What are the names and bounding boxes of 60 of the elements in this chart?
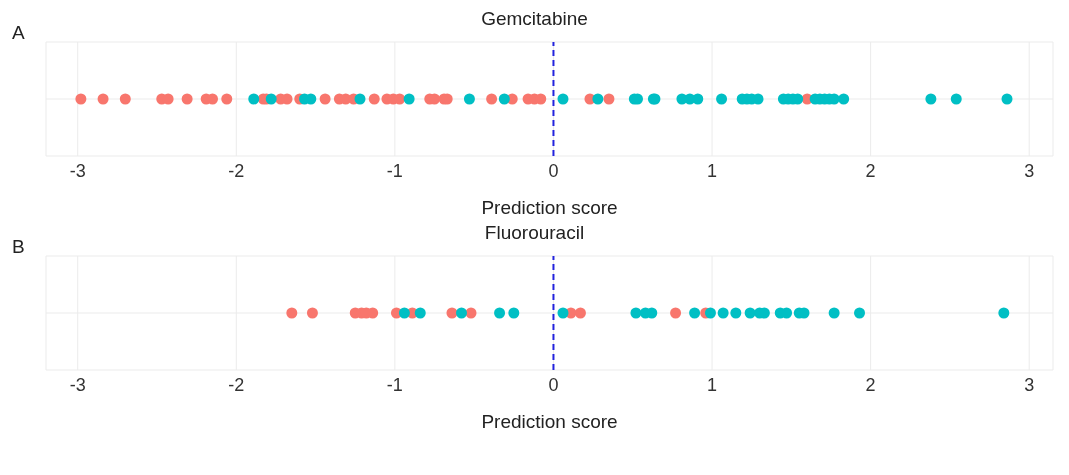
point: [716, 93, 728, 105]
point: [414, 307, 426, 319]
point: [354, 93, 366, 105]
point: [670, 307, 682, 319]
point: [730, 307, 742, 319]
point: [398, 307, 410, 319]
x-tick-label: 0: [548, 374, 559, 395]
x-tick-label: 3: [1024, 374, 1035, 395]
point: [692, 93, 704, 105]
point: [704, 307, 716, 319]
point: [717, 307, 729, 319]
point: [319, 93, 331, 105]
x-tick-label: -1: [386, 374, 403, 395]
point: [557, 307, 569, 319]
x-tick-label: 1: [707, 374, 718, 395]
x-tick-label: -3: [69, 160, 86, 181]
point: [603, 93, 615, 105]
point: [838, 93, 850, 105]
point: [75, 93, 87, 105]
x-tick-label: -2: [228, 374, 245, 395]
point: [998, 307, 1010, 319]
point: [368, 93, 380, 105]
point: [286, 307, 298, 319]
point: [181, 93, 193, 105]
point: [248, 93, 260, 105]
text: B: [12, 236, 25, 258]
point: [455, 307, 467, 319]
point: [403, 93, 415, 105]
x-tick-label: -1: [386, 160, 403, 181]
x-tick-label: 1: [707, 160, 718, 181]
point: [119, 93, 131, 105]
point: [265, 93, 277, 105]
point: [574, 307, 586, 319]
x-tick-label: -3: [69, 374, 86, 395]
x-tick-label: 0: [548, 160, 559, 181]
x-axis-title: Prediction score: [481, 411, 618, 432]
point: [97, 93, 109, 105]
chart-title: Gemcitabine: [481, 8, 588, 29]
point: [925, 93, 937, 105]
point: [486, 93, 498, 105]
point: [689, 307, 701, 319]
point: [1001, 93, 1013, 105]
x-tick-label: 2: [865, 160, 876, 181]
point: [221, 93, 233, 105]
point: [306, 307, 318, 319]
point: [828, 307, 840, 319]
point: [494, 307, 506, 319]
point: [950, 93, 962, 105]
x-tick-label: -2: [228, 160, 245, 181]
point: [854, 307, 866, 319]
point: [508, 307, 520, 319]
text: A: [12, 22, 25, 44]
point: [463, 93, 475, 105]
x-axis-title: Prediction score: [481, 197, 618, 218]
point: [498, 93, 510, 105]
point: [557, 93, 569, 105]
point: [592, 93, 604, 105]
x-tick-label: 3: [1024, 160, 1035, 181]
x-tick-label: 2: [865, 374, 876, 395]
chart-title: Fluorouracil: [484, 222, 585, 243]
